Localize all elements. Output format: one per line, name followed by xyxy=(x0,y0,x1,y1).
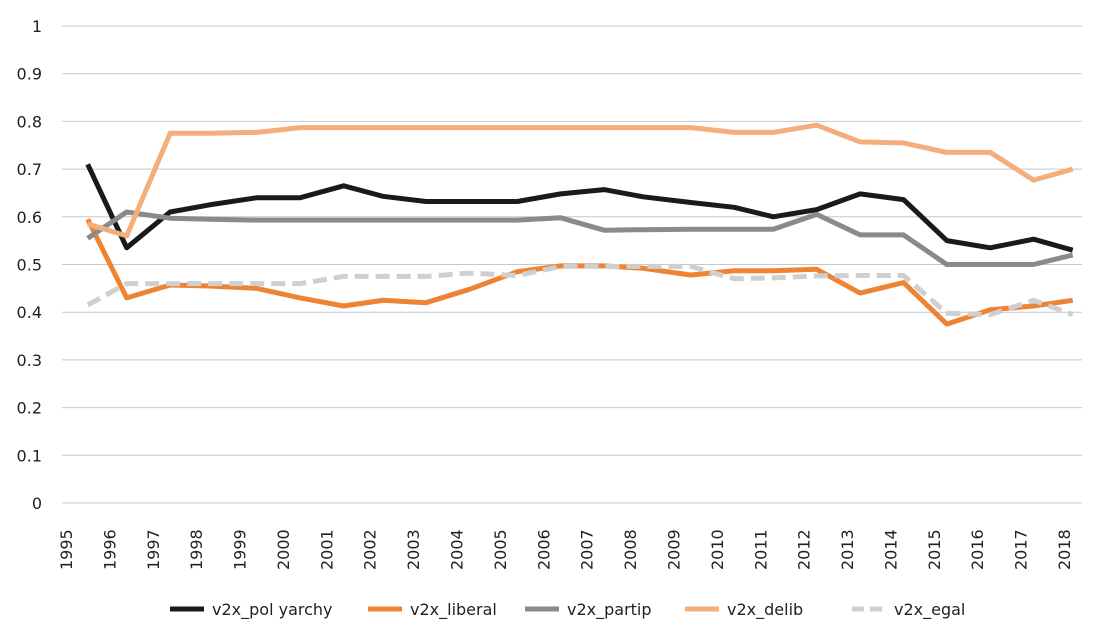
y-tick-label: 0.7 xyxy=(17,160,42,179)
y-tick-label: 0.2 xyxy=(17,399,42,418)
x-tick-label: 2002 xyxy=(361,529,380,570)
y-tick-label: 1 xyxy=(32,17,42,36)
x-tick-label: 1996 xyxy=(100,529,119,570)
y-tick-label: 0.8 xyxy=(17,112,42,131)
legend-label: v2x_delib xyxy=(727,600,803,620)
x-tick-label: 2000 xyxy=(274,529,293,570)
series-lines xyxy=(85,122,1074,327)
x-axis-ticks: 1995 1996 1997 1998 1999 2000 2001 2002 2003 2004… xyxy=(57,529,1074,570)
series-line-v2x-pol-yarchy xyxy=(85,163,1074,253)
x-tick-label: 2006 xyxy=(534,529,553,570)
x-tick-label: 2005 xyxy=(491,529,510,570)
x-tick-label: 2009 xyxy=(664,529,683,570)
x-tick-label: 2003 xyxy=(404,529,423,570)
x-tick-label: 2010 xyxy=(708,529,727,570)
y-tick-label: 0.9 xyxy=(17,65,42,84)
series-line-v2x-partip xyxy=(86,209,1074,267)
x-tick-label: 2018 xyxy=(1055,529,1074,570)
x-tick-label: 1998 xyxy=(187,529,206,570)
y-tick-label: 0.3 xyxy=(17,351,42,370)
x-tick-label: 2016 xyxy=(968,529,987,570)
y-tick-label: 0.1 xyxy=(17,446,42,465)
y-tick-label: 0 xyxy=(32,494,42,513)
x-tick-label: 1999 xyxy=(231,529,250,570)
legend-label: v2x_liberal xyxy=(410,600,497,620)
y-tick-label: 0.5 xyxy=(17,256,42,275)
x-tick-label: 2008 xyxy=(621,529,640,570)
legend-label: v2x_pol yarchy xyxy=(212,600,333,620)
x-tick-label: 2017 xyxy=(1012,529,1031,570)
y-tick-label: 0.4 xyxy=(17,303,42,322)
x-tick-label: 1995 xyxy=(57,529,76,570)
legend-label: v2x_egal xyxy=(894,600,965,620)
x-tick-label: 2015 xyxy=(925,529,944,570)
series-line-v2x-liberal xyxy=(85,218,1074,327)
x-tick-label: 1997 xyxy=(144,529,163,570)
x-tick-label: 2001 xyxy=(317,529,336,570)
x-tick-label: 2014 xyxy=(881,529,900,570)
legend-label: v2x_partip xyxy=(567,600,652,620)
y-axis-ticks: 0 0.1 0.2 0.3 0.4 0.5 0.6 0.7 0.8 0.9 1 xyxy=(17,17,42,513)
y-tick-label: 0.6 xyxy=(17,208,42,227)
legend: v2x_pol yarchy v2x_liberal v2x_partip v2x_d… xyxy=(170,600,965,620)
x-tick-label: 2012 xyxy=(795,529,814,570)
series-line-v2x-egal xyxy=(86,263,1074,318)
x-tick-label: 2004 xyxy=(448,529,467,570)
x-tick-label: 2013 xyxy=(838,529,857,570)
series-line-v2x-delib xyxy=(86,122,1074,239)
x-tick-label: 2011 xyxy=(751,529,770,570)
x-tick-label: 2007 xyxy=(578,529,597,570)
